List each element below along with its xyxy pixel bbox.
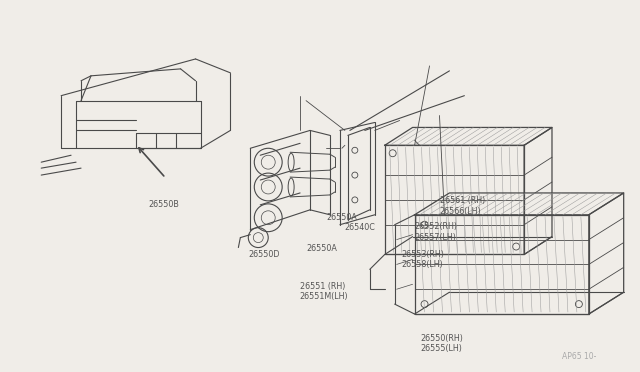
Text: 26550A: 26550A [326,212,357,222]
Text: 26550A: 26550A [306,244,337,253]
Text: 26550B: 26550B [148,200,179,209]
Text: 26561 (RH)
26566(LH): 26561 (RH) 26566(LH) [440,196,485,216]
Text: 26550(RH)
26555(LH): 26550(RH) 26555(LH) [420,334,463,353]
Text: 26550D: 26550D [248,250,280,259]
Text: 26540C: 26540C [344,223,375,232]
Text: 26551 (RH)
26551M(LH): 26551 (RH) 26551M(LH) [300,282,348,301]
Text: 26553(RH)
26558(LH): 26553(RH) 26558(LH) [401,250,444,269]
Text: 26552(RH)
26557(LH): 26552(RH) 26557(LH) [414,222,458,241]
Text: AP65 10-: AP65 10- [562,352,596,361]
